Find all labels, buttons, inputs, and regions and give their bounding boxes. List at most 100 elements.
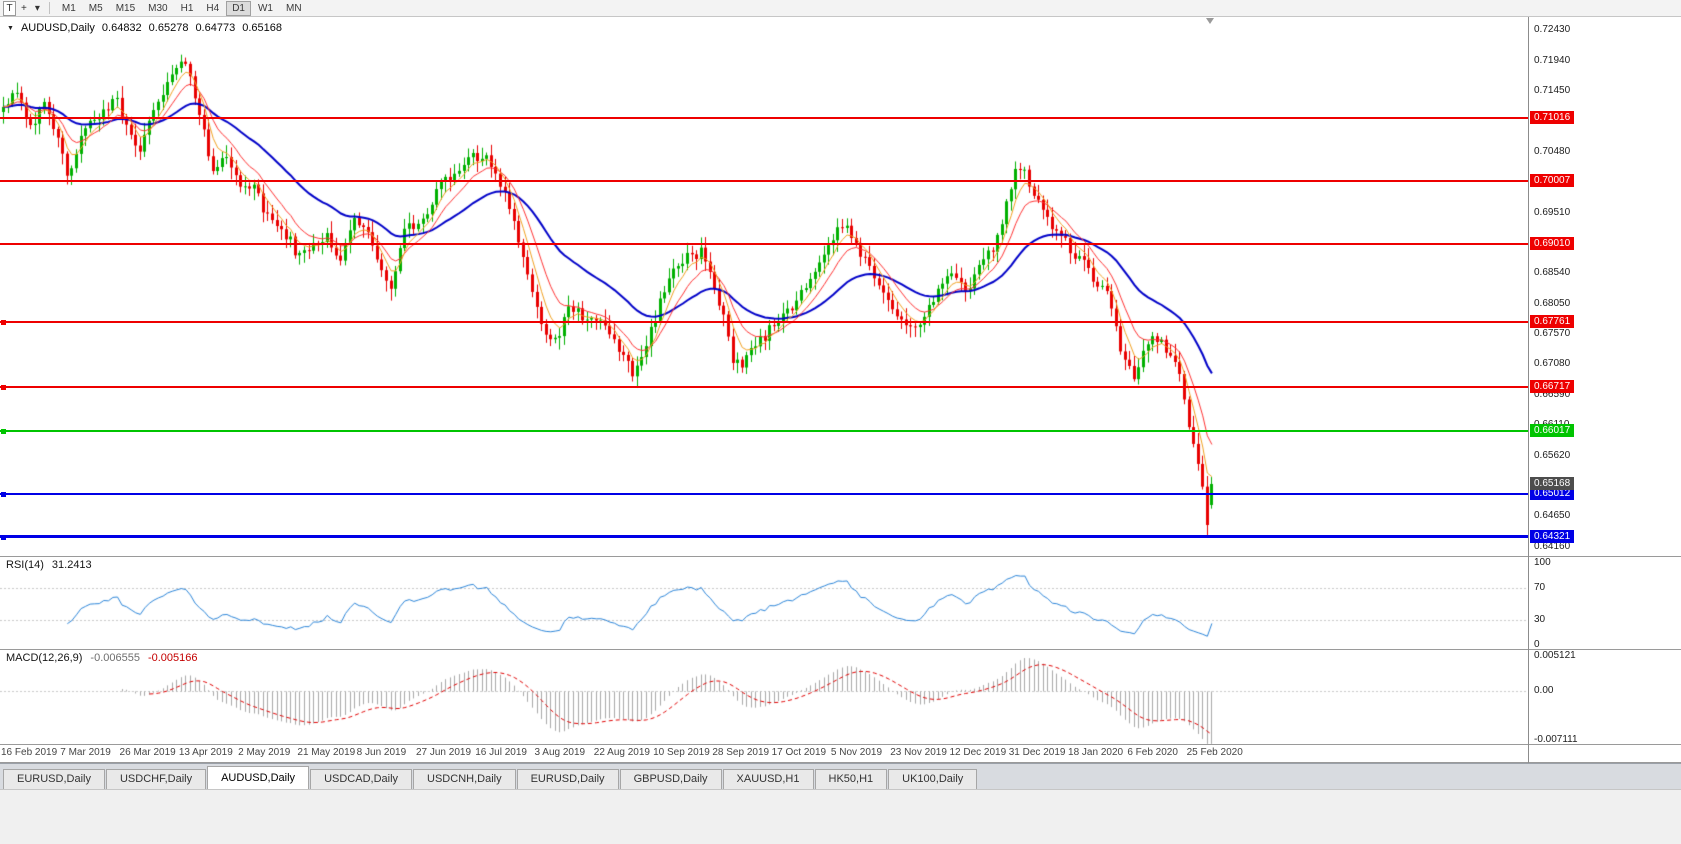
rsi-indicator-label: RSI(14) 31.2413 bbox=[6, 559, 92, 571]
price-line-label: 0.69010 bbox=[1530, 236, 1575, 250]
chart-tab-gbpusd-daily[interactable]: GBPUSD,Daily bbox=[619, 769, 722, 789]
line-anchor-handle[interactable] bbox=[1, 385, 6, 391]
time-axis-label: 25 Feb 2020 bbox=[1186, 747, 1243, 758]
time-axis-label: 23 Nov 2019 bbox=[890, 747, 947, 758]
time-axis-label: 26 Mar 2019 bbox=[119, 747, 176, 758]
symbol-ohlc-header: ▼ AUDUSD,Daily 0.64832 0.65278 0.64773 0… bbox=[7, 22, 282, 34]
chart-tabs-bar: EURUSD,Daily USDCHF,Daily AUDUSD,Daily USDC… bbox=[0, 763, 1681, 789]
chart-window: ▼ AUDUSD,Daily 0.64832 0.65278 0.64773 0… bbox=[0, 17, 1681, 763]
rsi-axis-tick: 70 bbox=[1534, 581, 1546, 593]
rsi-value: 31.2413 bbox=[51, 559, 92, 571]
timeframe-button-m5[interactable]: M5 bbox=[88, 2, 103, 14]
price-axis-tick: 0.72430 bbox=[1534, 24, 1571, 35]
chart-tab-usdcnh-daily[interactable]: USDCNH,Daily bbox=[413, 769, 516, 789]
horizontal-line-0.65012[interactable] bbox=[0, 492, 1528, 495]
horizontal-line-0.71016[interactable] bbox=[0, 117, 1528, 120]
pane-divider-macd[interactable] bbox=[0, 649, 1681, 650]
macd-axis-tick: 0.005121 bbox=[1534, 650, 1576, 661]
price-axis-tick: 0.64650 bbox=[1534, 510, 1571, 522]
text-tool-button[interactable]: T bbox=[3, 0, 16, 16]
rsi-name: RSI(14) bbox=[6, 559, 44, 571]
crosshair-icon: + bbox=[21, 2, 27, 14]
price-axis-tick: 0.64160 bbox=[1534, 541, 1571, 552]
timeframe-button-d1[interactable]: D1 bbox=[226, 0, 251, 16]
rsi-axis-tick: 30 bbox=[1534, 614, 1546, 626]
price-line-label: 0.66717 bbox=[1530, 380, 1575, 394]
time-axis-label: 12 Dec 2019 bbox=[949, 747, 1007, 758]
price-line-label: 0.70007 bbox=[1530, 174, 1575, 188]
horizontal-line-0.67761[interactable] bbox=[0, 320, 1528, 323]
chevron-down-icon: ▾ bbox=[34, 2, 40, 14]
chart-tab-usdcad-daily[interactable]: USDCAD,Daily bbox=[310, 769, 413, 789]
timeframe-button-h1[interactable]: H1 bbox=[180, 2, 194, 14]
chart-tab-uk100-daily[interactable]: UK100,Daily bbox=[888, 769, 978, 789]
symbol-marker-icon: ▼ bbox=[7, 25, 14, 32]
line-anchor-handle[interactable] bbox=[1, 428, 6, 434]
top-toolbar: T + ▾ M1 M5 M15 M30 H1 H4 D1 W1 MN bbox=[0, 0, 1681, 17]
chart-shift-marker-icon[interactable] bbox=[1206, 18, 1214, 24]
horizontal-line-0.69010[interactable] bbox=[0, 242, 1528, 245]
timeframe-button-mn[interactable]: MN bbox=[285, 2, 302, 14]
time-axis-label: 28 Sep 2019 bbox=[712, 747, 770, 758]
toolbar-separator bbox=[48, 2, 50, 14]
price-axis-tick: 0.68540 bbox=[1534, 267, 1571, 279]
price-axis-tick: 0.68050 bbox=[1534, 297, 1571, 309]
time-axis-label: 13 Apr 2019 bbox=[178, 747, 233, 758]
macd-name: MACD(12,26,9) bbox=[6, 652, 83, 664]
time-axis-label: 18 Jan 2020 bbox=[1068, 747, 1124, 758]
price-axis-tick: 0.70480 bbox=[1534, 145, 1571, 157]
time-axis-label: 16 Jul 2019 bbox=[475, 747, 527, 758]
tools-dropdown-button[interactable]: ▾ bbox=[32, 2, 43, 15]
time-axis-label: 6 Feb 2020 bbox=[1127, 747, 1178, 758]
crosshair-tool-button[interactable]: + bbox=[18, 2, 30, 15]
timeframe-button-w1[interactable]: W1 bbox=[257, 2, 273, 14]
time-axis[interactable]: 16 Feb 2019 7 Mar 2019 26 Mar 2019 13 Apr 2… bbox=[0, 746, 1528, 762]
price-line-label: 0.64321 bbox=[1530, 529, 1575, 543]
line-anchor-handle[interactable] bbox=[1, 534, 6, 540]
macd-axis-tick: -0.007111 bbox=[1534, 734, 1578, 745]
time-axis-label: 27 Jun 2019 bbox=[415, 747, 472, 758]
horizontal-line-0.66017[interactable] bbox=[0, 429, 1528, 432]
horizontal-line-0.70007[interactable] bbox=[0, 180, 1528, 183]
chart-tab-audusd-daily[interactable]: AUDUSD,Daily bbox=[207, 766, 310, 789]
chart-tab-eurusd-daily[interactable]: EURUSD,Daily bbox=[3, 769, 105, 789]
timeframe-button-group: M1 M5 M15 M30 H1 H4 D1 W1 MN bbox=[56, 0, 309, 16]
price-axis-tick: 0.67570 bbox=[1534, 327, 1571, 339]
timeframe-button-m1[interactable]: M1 bbox=[61, 2, 76, 14]
status-area bbox=[0, 789, 1681, 844]
price-axis[interactable]: 0.65168 0.724300.719400.714500.709600.70… bbox=[1529, 17, 1681, 763]
time-axis-label: 5 Nov 2019 bbox=[830, 747, 883, 758]
chart-objects-layer bbox=[0, 17, 1528, 763]
timeframe-button-m15[interactable]: M15 bbox=[115, 2, 136, 14]
pane-divider-time-axis bbox=[0, 744, 1681, 745]
chart-tab-hk50-h1[interactable]: HK50,H1 bbox=[814, 769, 888, 789]
price-chart-canvas[interactable] bbox=[0, 17, 1528, 763]
timeframe-button-m30[interactable]: M30 bbox=[148, 2, 168, 14]
time-axis-label: 7 Mar 2019 bbox=[60, 747, 111, 758]
macd-main-value: -0.006555 bbox=[90, 652, 140, 664]
macd-indicator-label: MACD(12,26,9) -0.006555 -0.005166 bbox=[6, 652, 198, 664]
symbol-name: AUDUSD,Daily bbox=[20, 22, 95, 34]
line-anchor-handle[interactable] bbox=[1, 319, 6, 325]
line-anchor-handle[interactable] bbox=[1, 491, 6, 497]
price-axis-tick: 0.69510 bbox=[1534, 206, 1571, 218]
rsi-axis-tick: 0 bbox=[1534, 639, 1540, 650]
chart-tab-xauusd-h1[interactable]: XAUUSD,H1 bbox=[722, 769, 814, 789]
time-axis-label: 21 May 2019 bbox=[297, 747, 356, 758]
horizontal-line-0.64321[interactable] bbox=[0, 535, 1528, 539]
horizontal-line-0.66717[interactable] bbox=[0, 386, 1528, 389]
chart-tab-usdchf-daily[interactable]: USDCHF,Daily bbox=[105, 769, 207, 789]
time-axis-label: 3 Aug 2019 bbox=[534, 747, 586, 758]
ohlc-close: 0.65168 bbox=[242, 22, 282, 34]
price-line-label: 0.71016 bbox=[1530, 111, 1575, 125]
timeframe-button-h4[interactable]: H4 bbox=[206, 2, 220, 14]
ohlc-high: 0.65278 bbox=[148, 22, 189, 34]
pane-divider-rsi[interactable] bbox=[0, 556, 1681, 557]
price-line-label: 0.66017 bbox=[1530, 423, 1575, 437]
time-axis-label: 17 Oct 2019 bbox=[771, 747, 827, 758]
chart-tab-eurusd-daily[interactable]: EURUSD,Daily bbox=[516, 769, 619, 789]
price-axis-tick: 0.66590 bbox=[1534, 389, 1571, 401]
ohlc-open: 0.64832 bbox=[101, 22, 142, 34]
time-axis-label: 2 May 2019 bbox=[238, 747, 291, 758]
